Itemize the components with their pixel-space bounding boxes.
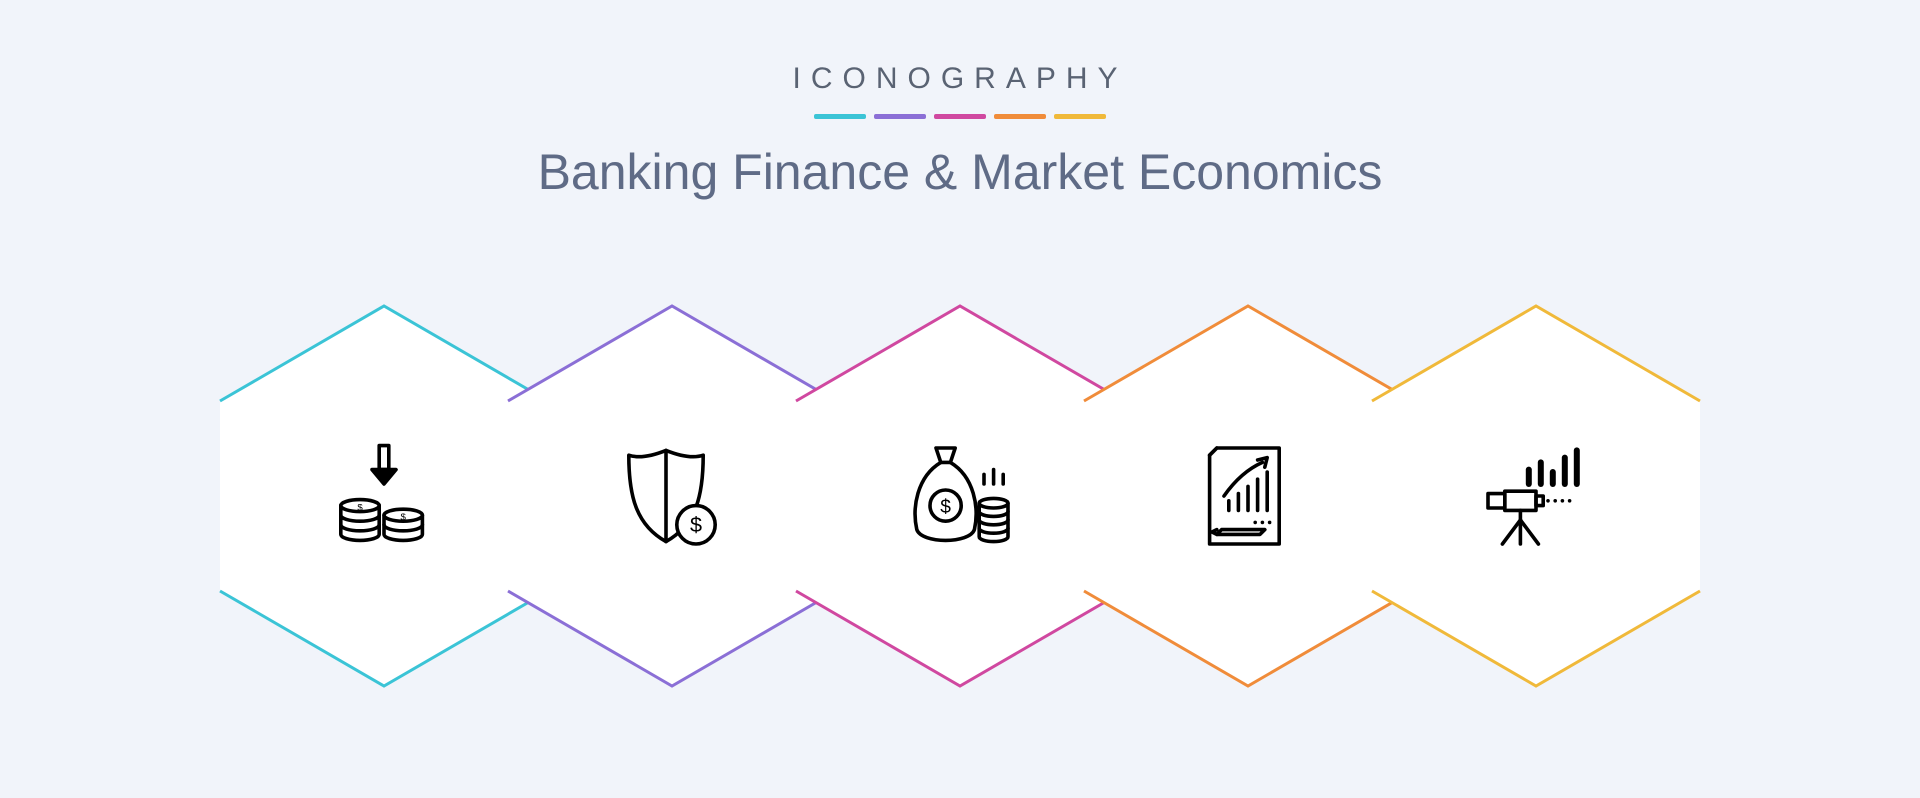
svg-text:$: $: [401, 512, 407, 523]
svg-text:$: $: [690, 512, 702, 537]
underline-seg-2: [934, 114, 986, 119]
brand-underline: [0, 114, 1920, 119]
report-chart-icon: [1188, 436, 1308, 556]
money-bag-coins-icon: $: [900, 436, 1020, 556]
svg-text:$: $: [940, 497, 951, 518]
icon-row: $ $ $: [214, 300, 1706, 692]
underline-seg-4: [1054, 114, 1106, 119]
underline-seg-3: [994, 114, 1046, 119]
svg-text:$: $: [357, 502, 363, 513]
underline-seg-0: [814, 114, 866, 119]
hex-card-4: [1366, 300, 1706, 692]
brand-label: ICONOGRAPHY: [0, 62, 1920, 96]
shield-money-icon: $: [612, 436, 732, 556]
underline-seg-1: [874, 114, 926, 119]
coins-deposit-icon: $ $: [324, 436, 444, 556]
page-title: Banking Finance & Market Economics: [0, 143, 1920, 201]
telescope-chart-icon: [1476, 436, 1596, 556]
